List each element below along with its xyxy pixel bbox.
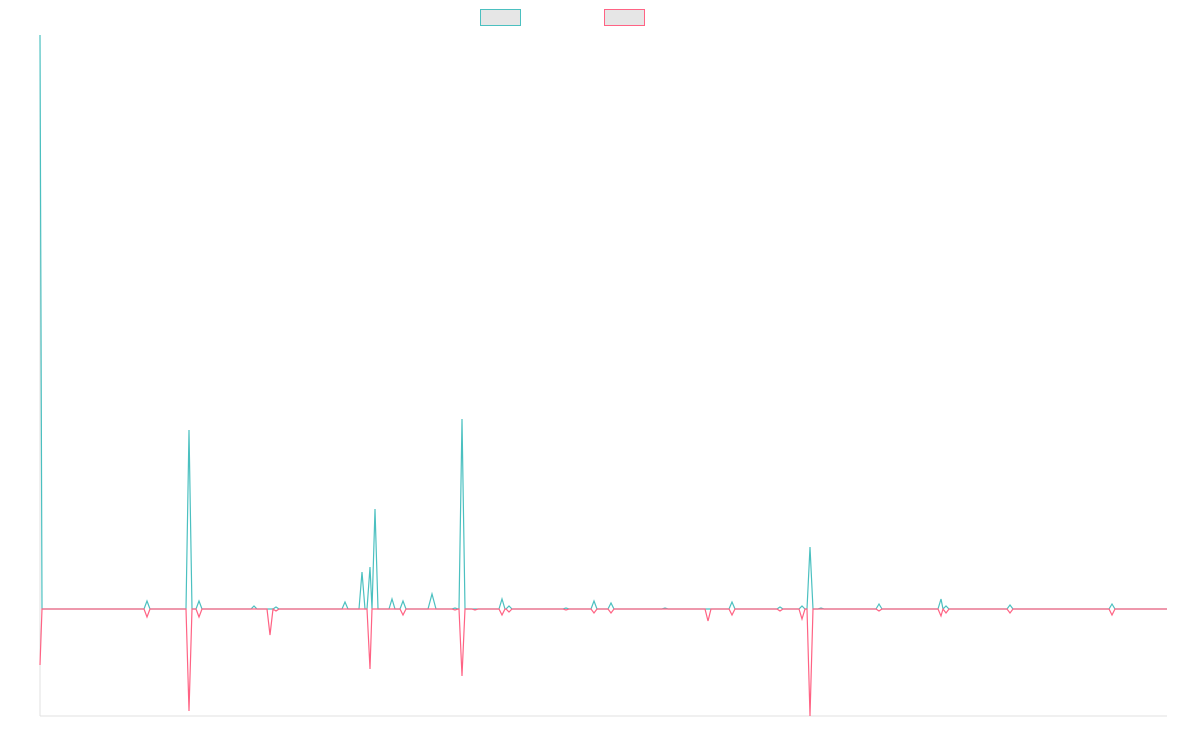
line-series	[39, 34, 1167, 611]
legend-swatch	[480, 9, 521, 26]
line-series	[39, 607, 1167, 717]
legend-swatch	[604, 9, 645, 26]
